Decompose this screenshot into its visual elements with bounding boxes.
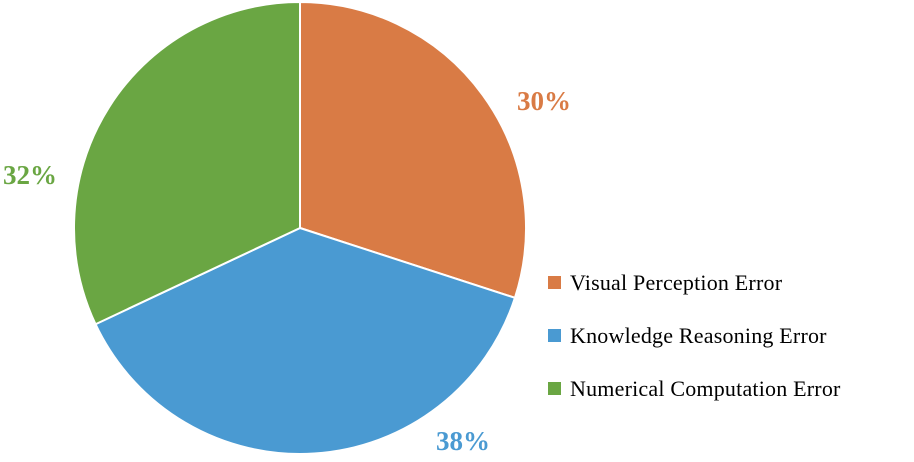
legend-item-knowledge-reasoning: Knowledge Reasoning Error: [548, 309, 910, 362]
data-label-visual-perception: 30%: [517, 86, 571, 116]
legend-swatch-numerical-computation: [548, 382, 561, 395]
pie-slice-visual-perception: [299, 0, 527, 300]
legend-item-numerical-computation: Numerical Computation Error: [548, 362, 910, 415]
legend-swatch-visual-perception: [548, 276, 561, 289]
legend-label-knowledge-reasoning: Knowledge Reasoning Error: [570, 322, 827, 348]
pie-slice-knowledge-reasoning: [94, 226, 517, 455]
legend-label-numerical-computation: Numerical Computation Error: [570, 375, 841, 401]
data-label-knowledge-reasoning: 38%: [436, 426, 490, 456]
legend-item-visual-perception: Visual Perception Error: [548, 256, 910, 309]
legend-label-visual-perception: Visual Perception Error: [570, 269, 783, 295]
pie-data-labels: 30% 38% 32%: [3, 86, 571, 456]
chart-legend: Visual Perception Error Knowledge Reason…: [548, 256, 910, 415]
legend-swatch-knowledge-reasoning: [548, 329, 561, 342]
pie-slices: [73, 0, 527, 455]
pie-slice-numerical-computation: [73, 0, 301, 326]
data-label-numerical-computation: 32%: [3, 160, 57, 190]
